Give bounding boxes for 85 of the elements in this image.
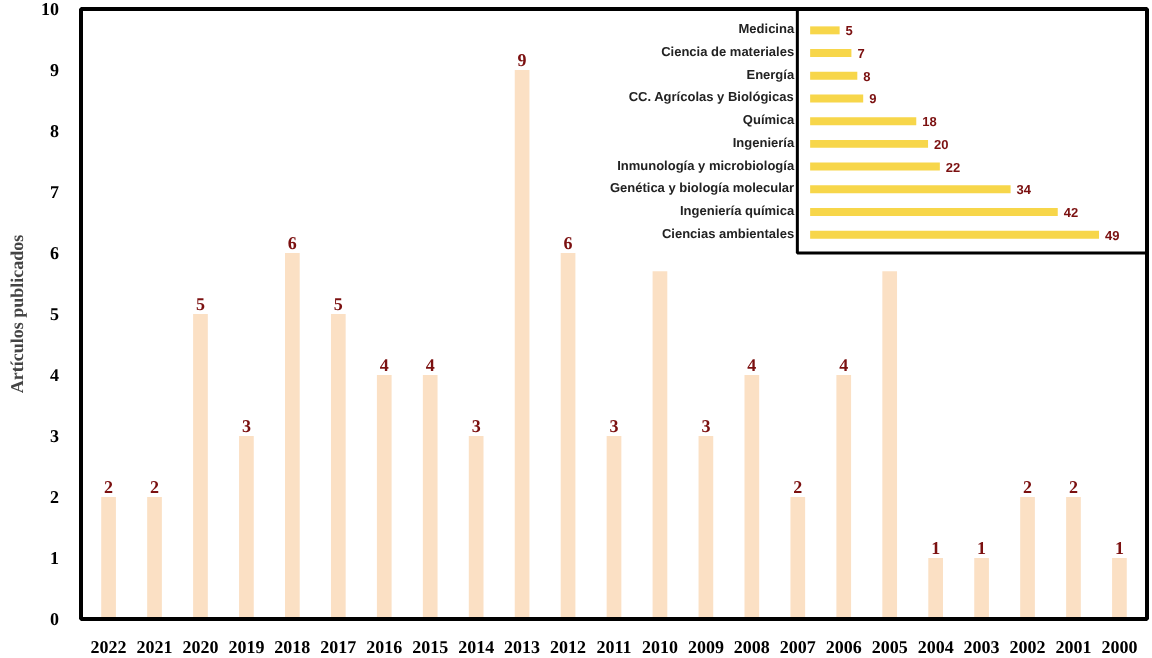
x-tick-label: 2009 [687,637,725,657]
bar [1112,558,1127,619]
x-tick-label: 2001 [1055,637,1093,657]
x-tick-label: 2011 [596,637,633,657]
bar [376,375,392,619]
x-tick-label: 2017 [320,637,358,657]
y-tick-label: 9 [50,60,60,80]
y-tick-label: 1 [50,548,60,568]
y-tick-label: 0 [50,609,60,629]
bar [652,271,668,619]
bar [606,436,622,619]
data-label: 1 [1114,538,1125,558]
bar [560,253,576,619]
bar [1066,497,1081,619]
y-axis-title: Artículos publicados [7,233,27,394]
data-label: 2 [1023,477,1034,497]
y-tick-label: 5 [50,304,60,324]
bar [928,558,943,619]
y-tick-label: 8 [50,121,60,141]
x-tick-label: 2010 [641,637,679,657]
bar [1020,497,1035,619]
data-label: 2 [1068,477,1079,497]
data-label: 5 [333,294,344,314]
y-tick-label: 7 [50,182,60,202]
bar [810,162,940,171]
x-tick-label: 2021 [136,637,174,657]
x-tick-label: 2005 [871,637,909,657]
x-tick-label: 2016 [366,637,404,657]
data-label: 5 [195,294,206,314]
data-label: 4 [839,355,850,375]
x-tick-label: 2013 [504,637,542,657]
y-tick-label: 2 [50,487,60,507]
data-label: 2 [104,477,115,497]
bar [810,139,929,148]
bar [790,497,806,619]
x-tick-label: 2015 [412,637,450,657]
data-label: 6 [563,233,574,253]
data-label: 1 [977,538,988,558]
data-label: 3 [471,416,482,436]
bar [810,94,864,103]
bar [698,436,714,619]
x-tick-label: 2004 [917,637,955,657]
data-label: 1 [931,538,942,558]
x-tick-label: 2003 [963,637,1001,657]
y-tick-label: 6 [50,243,60,263]
data-label: 4 [425,355,436,375]
x-tick-label: 2008 [733,637,771,657]
bar [836,375,852,619]
bar [882,271,898,619]
bar [285,253,300,619]
data-label: 4 [379,355,390,375]
y-tick-label: 4 [50,365,60,385]
x-tick-label: 2002 [1009,637,1047,657]
x-tick-label: 2022 [90,637,128,657]
x-tick-label: 2012 [550,637,588,657]
bar [810,26,840,35]
bar [468,436,484,619]
bar [193,314,208,619]
x-tick-label: 2006 [825,637,863,657]
bar [422,375,438,619]
bar [810,71,858,80]
x-tick-label: 2007 [779,637,817,657]
bar [744,375,760,619]
data-label: 6 [287,233,298,253]
bar [810,185,1011,194]
bar [514,70,530,619]
data-label: 3 [241,416,252,436]
bar [239,436,254,619]
bar [330,314,346,619]
x-tick-label: 2019 [228,637,266,657]
bar [810,49,852,58]
x-tick-label: 2020 [182,637,220,657]
bar [147,497,162,619]
bar [974,558,989,619]
bar [810,208,1058,216]
x-tick-label: 2000 [1101,637,1139,657]
bar [101,497,116,619]
data-label: 9 [517,50,528,70]
data-label: 2 [150,477,161,497]
bar [810,117,917,126]
y-tick-label: 3 [50,426,60,446]
bar [810,230,1100,239]
x-tick-label: 2018 [274,637,312,657]
x-tick-label: 2014 [458,637,496,657]
y-tick-label: 10 [41,0,60,19]
